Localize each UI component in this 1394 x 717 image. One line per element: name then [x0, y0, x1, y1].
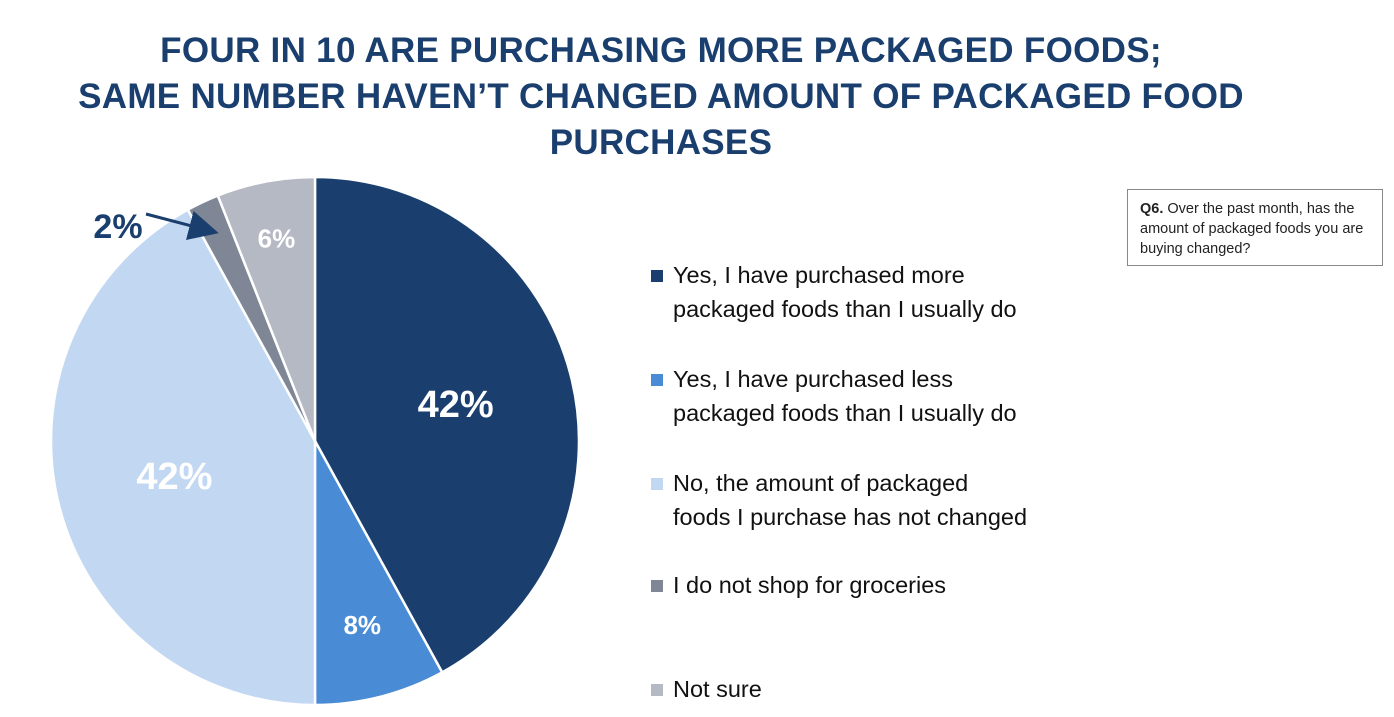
legend-swatch-no-shop: [651, 580, 663, 592]
pie-slices: [49, 175, 581, 707]
legend-text-unchanged-line-1: No, the amount of packaged: [673, 470, 969, 496]
legend-text-less-line-2: packaged foods than I usually do: [673, 400, 1017, 426]
callout-arrow: [145, 210, 219, 240]
legend-swatch-not-sure: [651, 684, 663, 696]
page-title: FOUR IN 10 ARE PURCHASING MORE PACKAGED …: [0, 28, 1322, 166]
title-line-2: SAME NUMBER HAVEN’T CHANGED AMOUNT OF PA…: [78, 77, 1244, 116]
legend-text-more-line-1: Yes, I have purchased more: [673, 262, 965, 288]
pie-slice-more: [313, 175, 581, 675]
legend-swatch-more: [651, 270, 663, 282]
legend-swatch-less: [651, 374, 663, 386]
legend-text-more-line-2: packaged foods than I usually do: [673, 296, 1017, 322]
question-label: Q6.: [1140, 201, 1164, 217]
question-box: Q6. Over the past month, has the amount …: [1127, 189, 1383, 266]
callout: 2%: [93, 208, 219, 246]
legend-text-no-shop: I do not shop for groceries: [673, 572, 947, 598]
question-text: Over the past month, has the amount of p…: [1140, 201, 1364, 257]
title-line-3: PURCHASES: [549, 123, 773, 162]
pie-label-no-shop: 2%: [93, 208, 142, 246]
pie-label-not-sure: 6%: [258, 224, 296, 254]
legend-text-less-line-1: Yes, I have purchased less: [673, 366, 954, 392]
pie-label-unchanged: 42%: [136, 456, 212, 498]
pie-slice-less: [313, 440, 444, 707]
pie-slice-not-sure: [216, 175, 317, 442]
legend-swatch-unchanged: [651, 478, 663, 490]
legend-text-not-sure: Not sure: [673, 676, 762, 702]
pie-label-more: 42%: [418, 384, 494, 426]
pie-slice-unchanged: [49, 207, 317, 707]
legend-text-unchanged-line-2: foods I purchase has not changed: [673, 504, 1028, 530]
title-line-1: FOUR IN 10 ARE PURCHASING MORE PACKAGED …: [160, 31, 1162, 70]
pie-label-less: 8%: [343, 610, 381, 640]
pie-slice-labels: 42% 8% 42% 6%: [136, 224, 493, 640]
